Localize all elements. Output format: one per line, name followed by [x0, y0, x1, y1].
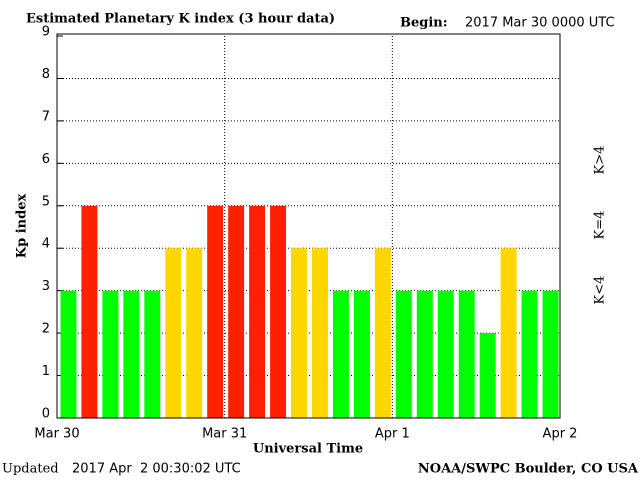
- bar: [186, 248, 203, 418]
- bar: [165, 248, 182, 418]
- bar: [228, 205, 245, 418]
- bar: [312, 248, 328, 418]
- bar: [500, 248, 517, 418]
- bar: [395, 290, 412, 418]
- updated-label: Updated: [2, 462, 59, 477]
- y-tick-label: 9: [42, 25, 50, 40]
- bar: [60, 290, 77, 418]
- y-tick-label: 5: [42, 194, 50, 209]
- bar: [270, 205, 287, 418]
- y-tick-label: 1: [42, 364, 50, 379]
- plot-frame: [56, 33, 561, 419]
- bar: [123, 290, 140, 418]
- y-axis-label: Kp index: [15, 194, 30, 259]
- y-tick-label: 4: [42, 237, 50, 252]
- x-tick-label: Mar 30: [34, 427, 79, 442]
- legend-label: K=4: [593, 211, 608, 240]
- x-tick-label: Apr 2: [543, 427, 578, 442]
- bar: [81, 205, 98, 418]
- y-tick-label: 3: [42, 279, 50, 294]
- bar: [458, 290, 475, 418]
- chart-title: Estimated Planetary K index (3 hour data…: [26, 12, 335, 27]
- legend-label: K<4: [593, 276, 608, 305]
- y-tick-label: 7: [42, 109, 50, 124]
- x-tick-label: Apr 1: [375, 427, 410, 442]
- bar: [353, 290, 370, 418]
- y-tick-label: 0: [42, 407, 50, 422]
- bar: [144, 290, 161, 418]
- legend-label: K>4: [593, 146, 608, 175]
- bar: [291, 248, 307, 418]
- bar: [416, 290, 433, 418]
- bar: [374, 248, 391, 418]
- bar: [332, 290, 349, 418]
- updated-date: 2017 Apr 2 00:30:02 UTC: [72, 462, 241, 477]
- bar: [479, 333, 496, 418]
- x-tick-label: Mar 31: [202, 427, 247, 442]
- bar: [542, 290, 559, 418]
- bar: [521, 290, 538, 418]
- y-tick-label: 6: [42, 152, 50, 167]
- bar: [249, 205, 266, 418]
- y-tick-label: 8: [42, 67, 50, 82]
- bar: [102, 290, 119, 418]
- x-axis-label: Universal Time: [253, 442, 363, 457]
- begin-date: 2017 Mar 30 0000 UTC: [465, 16, 615, 31]
- begin-label: Begin:: [400, 16, 448, 31]
- bar: [207, 205, 224, 418]
- source: NOAA/SWPC Boulder, CO USA: [418, 462, 639, 477]
- y-tick-label: 2: [42, 322, 50, 337]
- bar: [437, 290, 454, 418]
